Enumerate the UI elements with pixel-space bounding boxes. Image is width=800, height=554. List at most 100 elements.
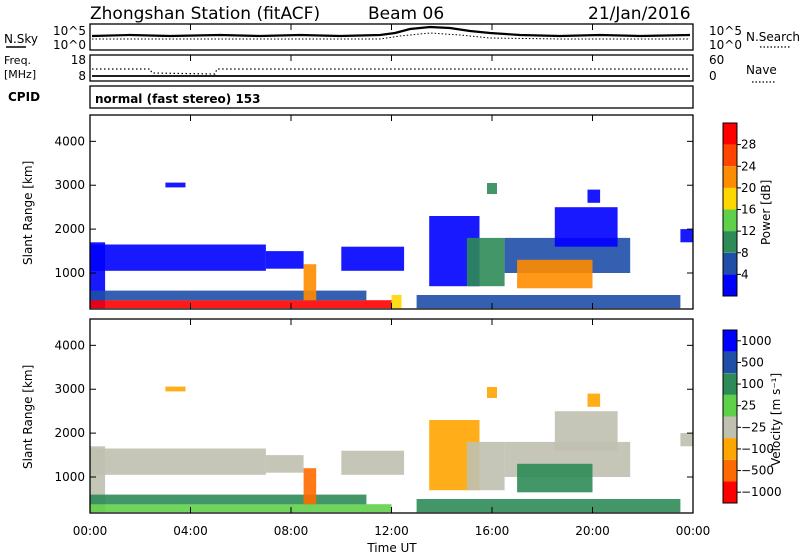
x-axis-ticks: 00:00 04:00 08:00 12:00 16:00 20:00 00:00 [73,24,710,538]
power-y-axis-label: Slant Range [km] [21,161,35,265]
velocity-region-15 [165,386,186,392]
cpid-panel-frame [89,85,694,109]
power-region-8 [416,295,681,309]
velocity-colorbar-segment-6 [723,459,737,482]
power-y-ticks: 1000 2000 3000 4000 [54,134,693,280]
power-region-2 [90,290,367,301]
power-colorbar-label-2: 12 [741,224,756,238]
velocity-colorbar-label-5: −100 [741,442,774,456]
velocity-colorbar-label-3: 25 [741,399,756,413]
noise-tick-right-bottom: 10^0 [709,38,742,52]
freq-label-line2: [MHz] [4,68,36,81]
velocity-ytick-label-1: 2000 [54,426,85,440]
velocity-colorbar-segment-7 [723,481,737,503]
power-ytick-label-1: 2000 [54,222,85,236]
velocity-region-4 [265,455,304,473]
x-tick-label-0: 00:00 [73,524,108,538]
velocity-colorbar-segment-2 [723,373,737,395]
noise-left-label: N.Sky [4,32,38,46]
velocity-colorbar-segment-4 [723,416,737,439]
velocity-y-ticks: 1000 2000 3000 4000 [54,338,693,484]
station-title: Zhongshan Station (fitACF) [90,4,320,24]
power-region-10 [466,237,505,287]
beam-title: Beam 06 [368,4,444,24]
velocity-ytick-label-2: 3000 [54,382,85,396]
power-colorbar-label: Power [dB] [759,180,773,245]
power-colorbar-label-1: 8 [741,246,749,260]
velocity-colorbar-segment-5 [723,438,737,460]
power-heatmap-marks [90,182,693,309]
power-region-7 [391,295,402,309]
x-axis-label: Time UT [366,541,417,554]
velocity-region-13 [587,393,601,407]
velocity-region-5 [341,450,405,475]
freq-tick-bottom: 8 [78,69,86,83]
freq-tick-top: 18 [71,53,86,67]
power-region-15 [680,229,693,243]
velocity-colorbar-label-0: 1000 [741,334,772,348]
velocity-colorbar: 1000 500 100 25 −25 −100 −500 −1000 [722,329,782,504]
x-tick-label-5: 20:00 [575,524,610,538]
velocity-colorbar-label: Velocity [m s⁻¹] [769,373,783,466]
velocity-region-2 [90,494,367,505]
power-colorbar-label-6: 28 [741,138,756,152]
x-tick-label-1: 04:00 [173,524,208,538]
power-ytick-label-2: 3000 [54,178,85,192]
x-tick-label-3: 12:00 [374,524,409,538]
velocity-colorbar-label-1: 500 [741,355,764,369]
velocity-colorbar-label-7: −1000 [741,485,782,499]
velocity-region-7 [416,499,681,513]
velocity-ytick-label-0: 1000 [54,470,85,484]
power-region-3 [90,244,266,271]
power-region-16 [165,182,186,188]
power-colorbar-label-4: 20 [741,181,756,195]
velocity-region-12 [554,411,618,451]
x-tick-label-2: 08:00 [274,524,309,538]
noise-sky-trace [91,25,691,38]
date-title: 21/Jan/2016 [588,4,691,24]
power-colorbar-label-5: 24 [741,159,756,173]
velocity-colorbar-label-6: −500 [741,464,774,478]
noise-tick-left-bottom: 10^0 [53,38,86,52]
power-region-13 [554,207,618,247]
power-panel: 1000 2000 3000 4000 Slant Range [km] 4 8 12 16… [21,114,773,310]
velocity-region-11 [517,463,593,493]
nave-tick-top: 60 [709,53,724,67]
nave-label: Nave [746,63,777,77]
power-colorbar-segment-6 [723,144,737,167]
power-region-1 [90,300,392,309]
power-colorbar: 4 8 12 16 20 24 28 [722,122,756,297]
power-region-5 [341,246,405,271]
cpid-label: CPID [8,90,40,104]
velocity-colorbar-segment-3 [723,394,737,417]
power-region-12 [517,259,593,289]
noise-search-trace [92,32,690,40]
velocity-ytick-label-3: 4000 [54,338,85,352]
velocity-region-16 [487,387,497,398]
power-colorbar-segment-1 [723,252,737,275]
power-colorbar-segment-2 [723,231,737,253]
power-colorbar-segment-4 [723,187,737,210]
power-region-4 [265,251,304,269]
velocity-region-6 [303,468,317,505]
velocity-heatmap-marks [90,386,693,513]
power-colorbar-segment-5 [723,166,737,188]
cpid-text: normal (fast stereo) 153 [95,92,261,106]
noise-tick-left-top: 10^5 [53,24,86,38]
velocity-region-3 [90,448,266,475]
power-colorbar-segment-3 [723,209,737,232]
nave-trace [92,68,690,75]
power-ytick-label-0: 1000 [54,266,85,280]
velocity-region-1 [90,504,392,513]
velocity-region-14 [680,433,693,447]
freq-label-line1: Freq. [4,54,31,67]
velocity-y-axis-label: Slant Range [km] [21,365,35,469]
noise-right-label: N.Search [746,30,800,44]
power-ytick-label-3: 4000 [54,134,85,148]
velocity-colorbar-segment-1 [723,351,737,374]
velocity-colorbar-label-2: 100 [741,377,764,391]
velocity-colorbar-label-4: −25 [741,420,766,434]
velocity-colorbar-segment-0 [723,330,737,352]
velocity-colorbar-frame [722,329,738,504]
